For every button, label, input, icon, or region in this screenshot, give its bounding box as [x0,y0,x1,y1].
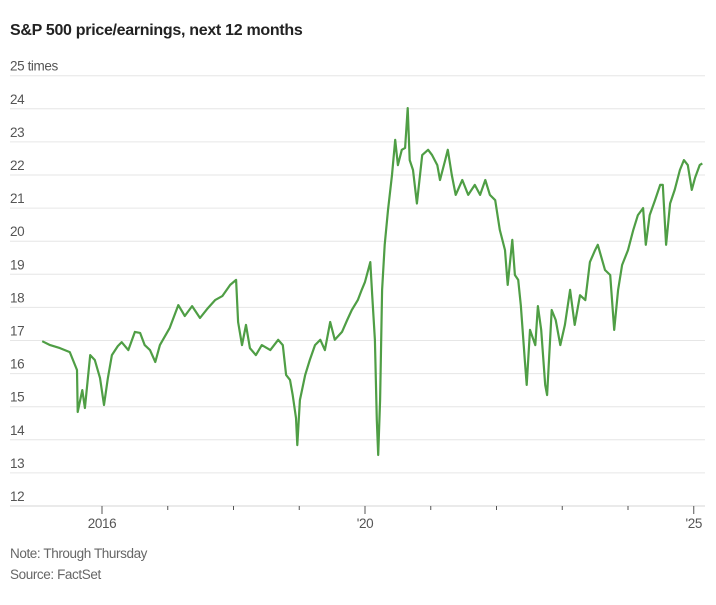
chart-note: Note: Through Thursday [10,546,148,561]
x-axis: 2016 '20 '25 [88,506,702,531]
y-tick-label: 15 [10,390,24,405]
y-tick-label: 18 [10,290,24,305]
y-tick-label: 20 [10,224,24,239]
chart-title: S&P 500 price/earnings, next 12 months [10,22,303,39]
x-tick-label: '25 [686,516,702,531]
x-tick-label: '20 [357,516,373,531]
y-tick-label: 21 [10,191,24,206]
y-tick-label: 23 [10,125,24,140]
y-tick-label: 13 [10,456,24,471]
y-tick-label: 17 [10,324,24,339]
y-tick-label: 12 [10,489,24,504]
y-tick-label: 22 [10,158,24,173]
gridlines [10,75,705,507]
y-tick-label: 19 [10,257,24,272]
y-tick-label: 14 [10,423,25,438]
y-tick-label: 25 times [10,59,58,74]
y-axis-labels: 12 13 14 15 16 17 18 19 20 21 22 23 24 25 times [10,59,59,504]
x-tick-label: 2016 [88,516,116,531]
y-tick-label: 24 [10,92,25,107]
series-line-pe-ratio [41,107,703,457]
chart-source: Source: FactSet [10,567,101,582]
y-tick-label: 16 [10,357,24,372]
